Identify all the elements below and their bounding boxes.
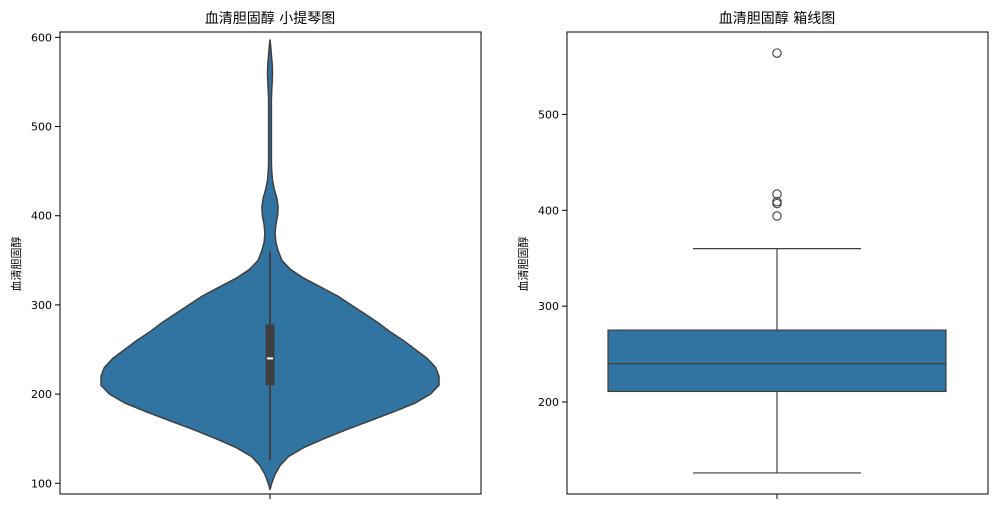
box-y-tick-label: 400 [538, 204, 559, 217]
box-panel: 血清胆固醇 箱线图 血清胆固醇 200 300 400 500 [516, 10, 989, 499]
box-marks [607, 48, 947, 474]
violin-chart-title: 血清胆固醇 小提琴图 [205, 10, 335, 27]
violin-y-tick-label: 400 [31, 210, 52, 223]
violin-y-tick-label: 500 [31, 121, 52, 134]
box-y-ticks: 200 300 400 500 [538, 108, 567, 409]
violin-panel: 血清胆固醇 小提琴图 血清胆固醇 100 200 300 400 500 600 [9, 10, 482, 499]
box-y-tick-label: 500 [538, 108, 559, 121]
box-outlier-point [772, 189, 782, 199]
box-y-axis-label: 血清胆固醇 [516, 237, 530, 292]
violin-marks [100, 39, 440, 491]
violin-y-tick-label: 200 [31, 388, 52, 401]
box-iqr-rect [607, 329, 947, 393]
box-outlier-point [772, 211, 782, 221]
violin-y-axis-label: 血清胆固醇 [9, 237, 23, 292]
box-outlier-point [772, 196, 782, 207]
box-chart-title: 血清胆固醇 箱线图 [719, 10, 835, 27]
box-outlier-point [772, 48, 782, 58]
box-y-tick-label: 300 [538, 300, 559, 313]
box-y-tick-label: 200 [538, 396, 559, 409]
violin-y-ticks: 100 200 300 400 500 600 [31, 31, 60, 490]
violin-y-tick-label: 300 [31, 299, 52, 312]
box-outlier-point [772, 198, 782, 209]
violin-iqr-box [265, 324, 275, 386]
violin-y-tick-label: 600 [31, 31, 52, 44]
violin-y-tick-label: 100 [31, 477, 52, 490]
